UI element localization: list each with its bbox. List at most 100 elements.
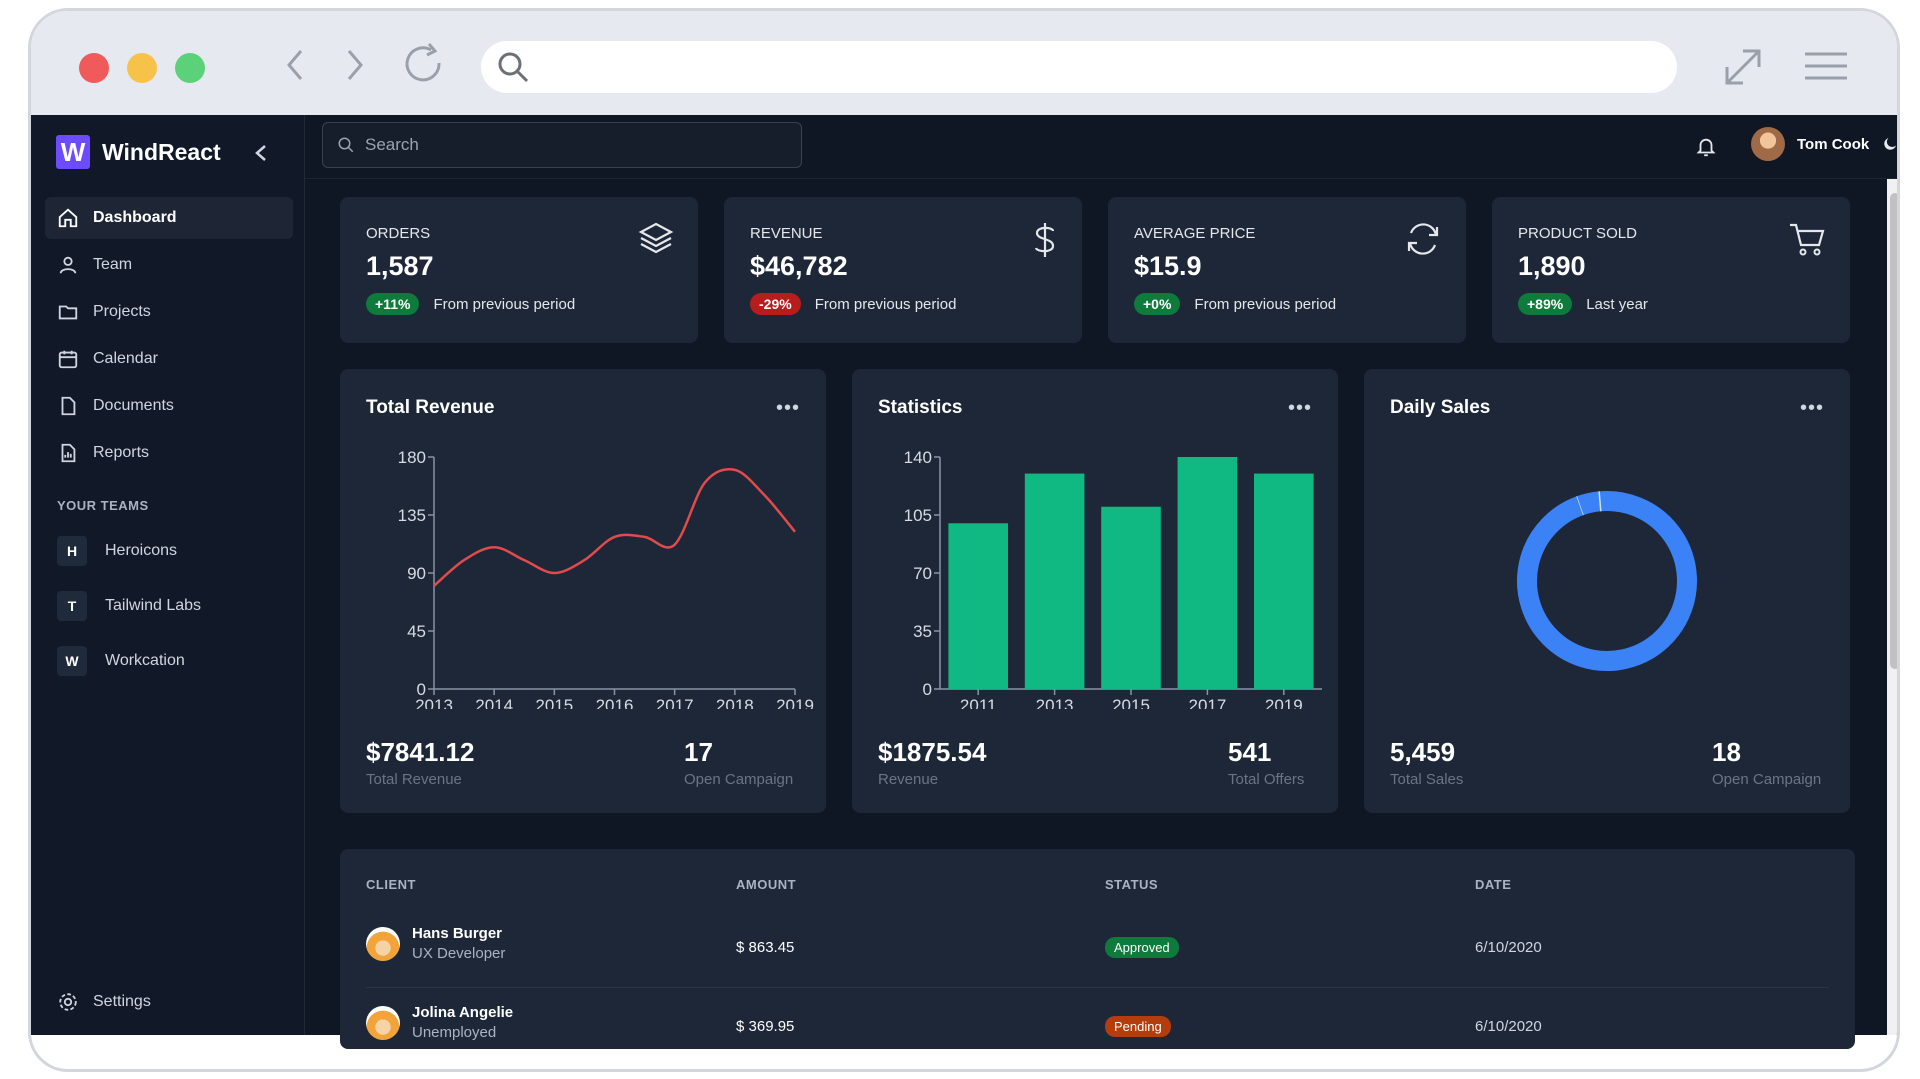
brand-logo: W (56, 135, 90, 169)
x-tick-label: 2015 (535, 696, 573, 709)
menu-icon[interactable] (1803, 51, 1849, 81)
sidebar-item-label: Documents (93, 397, 174, 414)
stat-card-orders: ORDERS 1,587 +11% From previous period (340, 197, 698, 343)
more-options-icon[interactable]: ••• (1799, 397, 1824, 419)
donut-slice-separator (1598, 491, 1602, 512)
amount-cell: $ 369.95 (736, 1018, 795, 1035)
bar-2013 (1101, 506, 1161, 689)
bar-2012 (1024, 473, 1085, 689)
sidebar-item-label: Projects (93, 303, 151, 320)
stat-footer: +11% From previous period (366, 293, 575, 315)
stat-label: ORDERS (366, 225, 431, 242)
stat-value: 1,890 (1518, 251, 1586, 281)
client-avatar (366, 926, 400, 961)
address-bar[interactable] (481, 41, 1677, 93)
search-box[interactable] (322, 122, 802, 168)
scrollbar[interactable] (1887, 179, 1897, 1035)
folder-icon (58, 305, 78, 320)
more-options-icon[interactable]: ••• (775, 397, 800, 419)
sidebar-item-calendar[interactable]: Calendar (45, 338, 293, 380)
status-badge: Approved (1105, 937, 1179, 958)
x-tick-label: 2015 (1112, 696, 1150, 709)
date-cell: 6/10/2020 (1475, 1018, 1542, 1035)
avatar (1751, 127, 1785, 161)
stat-label: AVERAGE PRICE (1134, 225, 1256, 242)
sidebar-item-dashboard[interactable]: Dashboard (45, 197, 293, 239)
y-tick-label: 0 (417, 680, 426, 699)
revenue-series-line (433, 467, 796, 587)
bell-icon[interactable] (1695, 135, 1717, 159)
change-badge: +0% (1134, 293, 1181, 315)
minimize-window-button[interactable] (127, 53, 157, 83)
sidebar-item-label: Team (93, 256, 133, 273)
search-input[interactable] (365, 135, 765, 155)
total-revenue-label: Total Revenue (366, 771, 462, 788)
scrollbar-thumb[interactable] (1890, 193, 1897, 669)
dashboard-app: W WindReact Dashboard Team Projects Cale… (31, 115, 1899, 1049)
back-arrow-icon[interactable] (283, 47, 307, 83)
team-workcation[interactable]: W Workcation (57, 646, 185, 676)
x-tick-label: 2014 (475, 696, 513, 709)
y-tick-label: 0 (923, 680, 932, 699)
client-cell: Jolina Angelie Unemployed (366, 1004, 513, 1041)
collapse-sidebar-icon[interactable] (253, 143, 269, 163)
table-row[interactable]: Hans Burger UX Developer $ 863.45 Approv… (366, 909, 1829, 987)
x-tick-label: 2013 (1036, 696, 1074, 709)
home-icon (58, 208, 78, 228)
y-tick-label: 140 (904, 448, 932, 467)
column-header-status: STATUS (1105, 877, 1159, 892)
team-name: Workcation (105, 652, 185, 669)
sidebar-item-documents[interactable]: Documents (45, 385, 293, 427)
table-row[interactable]: Jolina Angelie Unemployed $ 369.95 Pendi… (366, 987, 1829, 1049)
stat-note: From previous period (1194, 295, 1337, 313)
user-menu[interactable]: Tom Cook (1751, 127, 1899, 161)
expand-icon[interactable] (1723, 47, 1763, 87)
panel-title: Daily Sales (1390, 397, 1491, 418)
stat-note: From previous period (814, 295, 957, 313)
client-avatar (366, 1005, 400, 1040)
sidebar-item-team[interactable]: Team (45, 244, 293, 286)
reload-icon[interactable] (401, 41, 449, 89)
stat-footer: +0% From previous period (1134, 293, 1336, 315)
open-campaign-label: Open Campaign (1712, 771, 1822, 788)
x-tick-label: 2017 (1188, 696, 1226, 709)
maximize-window-button[interactable] (175, 53, 205, 83)
open-campaign-label: Open Campaign (684, 771, 794, 788)
statistics-bar-chart: 0 35 70 105 140 2011 2013 2015 2017 2019 (904, 448, 1322, 709)
client-cell: Hans Burger UX Developer (366, 925, 505, 962)
team-initial: W (57, 646, 87, 676)
close-window-button[interactable] (79, 53, 109, 83)
team-tailwind-labs[interactable]: T Tailwind Labs (57, 591, 201, 621)
daily-sales-donut-chart (1517, 491, 1697, 671)
total-sales-value: 5,459 (1390, 737, 1456, 767)
change-badge: +11% (366, 293, 420, 315)
stat-footer: +89% Last year (1518, 293, 1648, 315)
forward-arrow-icon[interactable] (343, 47, 367, 83)
chart-icon (61, 443, 76, 463)
clients-table: CLIENT AMOUNT STATUS DATE Hans Burger UX… (340, 849, 1855, 1049)
bar-2011 (948, 523, 1008, 689)
team-initial: H (57, 536, 87, 566)
team-heroicons[interactable]: H Heroicons (57, 536, 177, 566)
y-tick-label: 35 (913, 622, 932, 641)
sidebar-item-label: Calendar (93, 350, 158, 367)
sidebar-item-reports[interactable]: Reports (45, 432, 293, 474)
total-offers-label: Total Offers (1228, 771, 1305, 788)
panel-statistics: Statistics ••• 0 35 70 105 140 2011 2013 2015 20… (852, 369, 1338, 813)
stat-label: REVENUE (750, 225, 823, 242)
moon-icon[interactable] (1881, 135, 1899, 153)
panel-title: Statistics (878, 397, 963, 418)
stat-value: $46,782 (750, 251, 848, 281)
sidebar-item-settings[interactable]: Settings (45, 981, 293, 1023)
sidebar: W WindReact Dashboard Team Projects Cale… (31, 115, 305, 1035)
brand[interactable]: W WindReact (56, 135, 221, 169)
panel-title: Total Revenue (366, 397, 495, 418)
stat-card-product-sold: PRODUCT SOLD 1,890 +89% Last year (1492, 197, 1850, 343)
y-tick-label: 90 (407, 564, 426, 583)
sidebar-item-projects[interactable]: Projects (45, 291, 293, 333)
more-options-icon[interactable]: ••• (1287, 397, 1312, 419)
sidebar-item-label: Settings (93, 993, 151, 1010)
topbar: Tom Cook (305, 115, 1899, 179)
search-icon (338, 137, 354, 153)
status-badge: Pending (1105, 1016, 1171, 1037)
